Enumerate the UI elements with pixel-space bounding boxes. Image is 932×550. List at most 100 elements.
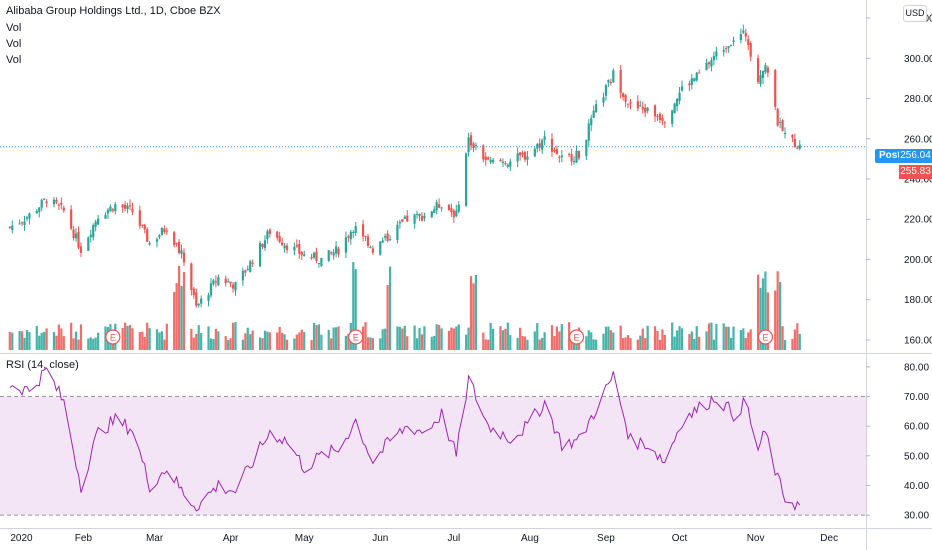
candle-body bbox=[729, 45, 733, 47]
volume-bar bbox=[592, 339, 595, 350]
candle-body bbox=[97, 218, 100, 225]
candle-body bbox=[774, 69, 777, 107]
candle-body bbox=[538, 143, 541, 148]
volume-bar bbox=[523, 336, 527, 350]
candle-body bbox=[776, 108, 779, 126]
symbol-legend[interactable]: Alibaba Group Holdings Ltd., 1D, Cboe BZ… bbox=[6, 5, 221, 17]
volume-bar bbox=[656, 330, 659, 350]
volume-bar bbox=[337, 326, 340, 350]
candle-body bbox=[725, 48, 728, 50]
volume-bar bbox=[283, 334, 286, 350]
volume-legend-1[interactable]: Vol bbox=[6, 22, 22, 34]
candle-body bbox=[506, 164, 509, 167]
candle-body bbox=[575, 150, 578, 163]
candle-body bbox=[783, 133, 787, 135]
volume-bar bbox=[766, 292, 769, 350]
volume-bar bbox=[249, 334, 252, 350]
volume-bar bbox=[585, 336, 588, 350]
candle-body bbox=[241, 270, 244, 281]
volume-bar bbox=[364, 322, 367, 350]
volume-bar bbox=[455, 326, 458, 350]
candle-body bbox=[52, 199, 56, 205]
candle-body bbox=[146, 229, 149, 242]
volume-bar bbox=[268, 332, 271, 350]
candle-body bbox=[430, 211, 433, 218]
volume-bar bbox=[25, 330, 29, 350]
candle-body bbox=[661, 118, 664, 121]
volume-legend-3[interactable]: Vol bbox=[6, 54, 22, 66]
candle-body bbox=[261, 243, 264, 247]
candle-body bbox=[626, 103, 630, 105]
currency-button[interactable]: USD bbox=[903, 5, 927, 22]
candle-body bbox=[234, 281, 237, 291]
rsi-legend[interactable]: RSI (14, close) bbox=[6, 359, 79, 371]
volume-bar bbox=[570, 338, 573, 350]
volume-bar bbox=[671, 322, 674, 350]
candle-body bbox=[418, 214, 421, 216]
candle-body bbox=[303, 254, 306, 257]
candle-body bbox=[209, 283, 213, 296]
candle-body bbox=[609, 82, 612, 84]
volume-bar bbox=[492, 328, 495, 350]
volume-bar bbox=[320, 334, 323, 350]
candle-body bbox=[361, 224, 365, 237]
volume-bar bbox=[783, 339, 787, 350]
candle-body bbox=[646, 107, 649, 111]
volume-bar bbox=[28, 331, 31, 350]
candle-body bbox=[440, 207, 443, 209]
candle-body bbox=[55, 200, 58, 203]
candle-body bbox=[698, 72, 701, 74]
candle-body bbox=[317, 262, 321, 264]
candle-body bbox=[653, 105, 657, 117]
candle-body bbox=[77, 231, 80, 248]
candle-body bbox=[347, 236, 350, 238]
volume-bar bbox=[60, 328, 63, 350]
volume-bar bbox=[499, 326, 502, 350]
candle-body bbox=[43, 198, 46, 200]
volume-bar bbox=[20, 331, 24, 350]
volume-bar bbox=[646, 325, 649, 350]
candle-body bbox=[415, 213, 419, 215]
last-price-badge: 255.83 bbox=[899, 165, 932, 179]
time-axis-label: Dec bbox=[820, 533, 838, 544]
candle-body bbox=[764, 65, 767, 73]
volume-bar bbox=[396, 326, 399, 350]
candle-body bbox=[396, 224, 399, 240]
candle-body bbox=[489, 159, 492, 163]
candle-body bbox=[518, 152, 522, 156]
candle-body bbox=[398, 222, 401, 224]
candle-body bbox=[474, 145, 478, 147]
candle-body bbox=[457, 204, 460, 212]
volume-bar bbox=[344, 335, 348, 350]
candle-body bbox=[438, 204, 441, 208]
volume-bar bbox=[624, 337, 627, 350]
volume-bar bbox=[452, 328, 455, 350]
candle-body bbox=[70, 209, 73, 229]
candle-body bbox=[124, 205, 127, 209]
rsi-tick-label: 50.00 bbox=[904, 451, 929, 462]
volume-bar bbox=[739, 330, 742, 350]
candle-body bbox=[327, 250, 330, 261]
time-axis-label: Apr bbox=[223, 533, 239, 544]
candle-body bbox=[121, 204, 124, 208]
volume-legend-2[interactable]: Vol bbox=[6, 38, 22, 50]
candle-body bbox=[587, 123, 590, 141]
volume-bar bbox=[366, 337, 370, 350]
candle-body bbox=[521, 152, 524, 155]
candle-body bbox=[74, 233, 78, 239]
volume-bar bbox=[131, 328, 134, 350]
earnings-marker bbox=[105, 329, 121, 345]
candle-body bbox=[690, 78, 693, 85]
candle-body bbox=[673, 103, 676, 113]
candle-body bbox=[604, 85, 608, 96]
candle-body bbox=[572, 160, 576, 162]
candle-body bbox=[675, 98, 679, 107]
candle-body bbox=[163, 228, 166, 233]
candle-body bbox=[742, 30, 745, 33]
volume-bar bbox=[138, 332, 141, 350]
volume-bar bbox=[415, 338, 419, 350]
volume-bar bbox=[212, 339, 215, 350]
candle-body bbox=[332, 252, 335, 256]
volume-bar bbox=[450, 327, 453, 350]
